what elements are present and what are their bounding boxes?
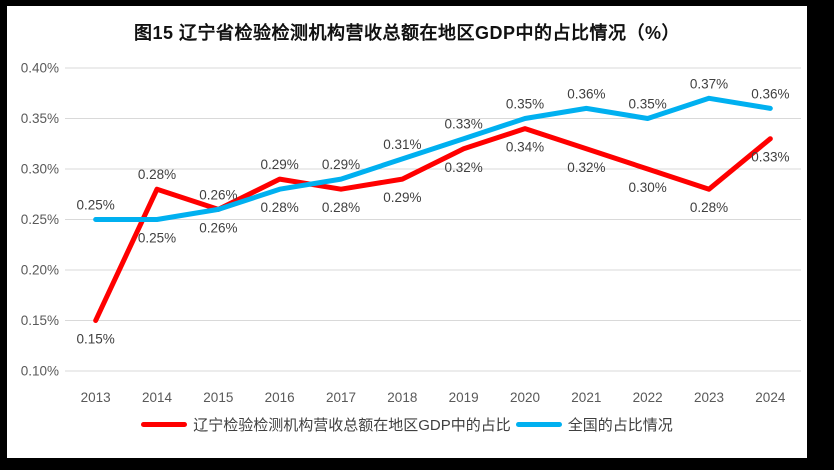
data-label-series-0: 0.34% [506,140,544,155]
line-chart: 0.10% 0.15% 0.20% 0.25% 0.30% 0.35% 0.40% 2013 2… [21,61,801,405]
x-axis-tick-label: 2013 [81,390,111,405]
data-label-series-1: 0.35% [629,97,667,112]
legend-label-liaoning: 辽宁检验检测机构营收总额在地区GDP中的占比 [193,417,511,434]
series-line-0 [93,126,773,323]
x-axis-tick-label: 2020 [510,390,540,405]
x-axis-tick-label: 2023 [694,390,724,405]
data-label-series-0: 0.28% [138,167,176,182]
data-label-series-1: 0.25% [77,198,115,213]
legend-item-liaoning: 辽宁检验检测机构营收总额在地区GDP中的占比 [141,414,511,435]
legend-swatch-liaoning [141,422,188,427]
data-label-series-0: 0.28% [690,200,728,215]
legend-swatch-national [515,422,562,427]
data-label-series-0: 0.28% [322,200,360,215]
y-axis-tick-label: 0.25% [21,212,59,227]
y-axis-tick-label: 0.30% [21,162,59,177]
legend-label-national: 全国的占比情况 [567,417,673,434]
data-label-series-0: 0.33% [751,150,789,165]
data-label-series-0: 0.15% [77,332,115,347]
y-axis-tick-label: 0.10% [21,364,59,379]
y-axis-tick-label: 0.20% [21,263,59,278]
data-label-series-0: 0.30% [629,180,667,195]
chart-panel: 0.10% 0.15% 0.20% 0.25% 0.30% 0.35% 0.40% 2013 2… [7,6,807,458]
data-label-series-1: 0.36% [567,86,605,101]
x-axis-tick-label: 2015 [203,390,233,405]
x-axis-tick-label: 2017 [326,390,356,405]
data-label-series-0: 0.29% [261,157,299,172]
data-label-series-1: 0.25% [138,231,176,246]
x-axis-tick-label: 2016 [265,390,295,405]
y-axis-tick-label: 0.40% [21,61,59,76]
legend-item-national: 全国的占比情况 [515,414,673,435]
series-line-1 [93,95,773,222]
data-label-series-0: 0.29% [383,190,421,205]
data-label-series-1: 0.37% [690,76,728,91]
y-axis-tick-label: 0.15% [21,313,59,328]
data-label-series-1: 0.28% [261,200,299,215]
data-label-series-1: 0.35% [506,97,544,112]
data-label-series-1: 0.31% [383,137,421,152]
data-label-series-1: 0.36% [751,86,789,101]
x-axis-tick-label: 2022 [633,390,663,405]
data-label-series-1: 0.26% [199,220,237,235]
x-axis-tick-label: 2019 [449,390,479,405]
data-label-series-0: 0.26% [199,187,237,202]
y-axis-tick-label: 0.35% [21,111,59,126]
data-label-series-0: 0.32% [445,160,483,175]
x-axis-tick-label: 2018 [387,390,417,405]
chart-title: 图15 辽宁省检验检测机构营收总额在地区GDP中的占比情况（%） [133,23,681,43]
x-axis-tick-label: 2021 [571,390,601,405]
x-axis-tick-label: 2024 [755,390,786,405]
x-axis-tick-label: 2014 [142,390,173,405]
data-label-series-0: 0.32% [567,160,605,175]
data-label-series-1: 0.29% [322,157,360,172]
legend: 辽宁检验检测机构营收总额在地区GDP中的占比 全国的占比情况 [7,414,807,435]
data-label-series-1: 0.33% [445,117,483,132]
